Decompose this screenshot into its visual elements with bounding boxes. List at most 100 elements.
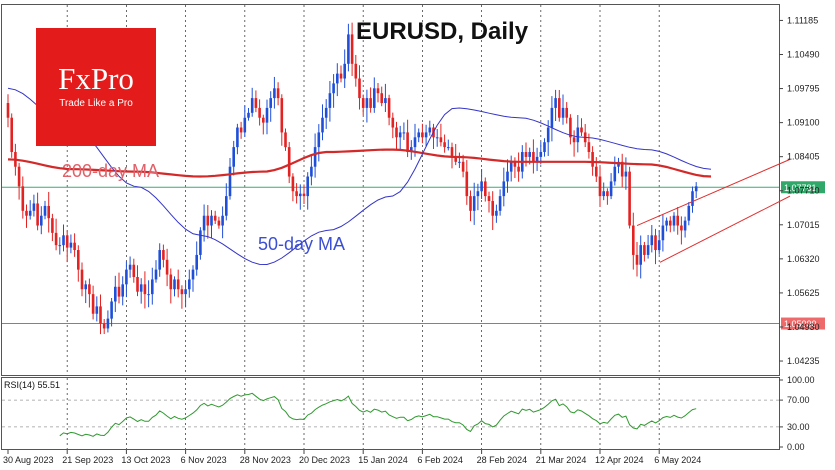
candle-body — [461, 161, 465, 172]
candle-body — [550, 107, 554, 128]
candle-body — [106, 318, 110, 329]
candle-body — [25, 210, 28, 216]
candle-body — [332, 83, 335, 94]
candle-body — [213, 215, 217, 221]
candle-body — [184, 289, 187, 295]
candle-body — [635, 254, 639, 265]
candle-body — [450, 147, 454, 157]
candle-body — [169, 274, 173, 290]
y-tick-label: 1.08405 — [787, 152, 820, 162]
current-price-tag — [781, 181, 825, 194]
candle-body — [54, 232, 58, 246]
candle-body — [406, 132, 409, 153]
candle-body — [228, 166, 232, 197]
candle-body — [491, 201, 494, 216]
candle-body — [576, 127, 580, 143]
x-tick-label: 15 Jan 2024 — [358, 455, 408, 465]
y-tick-label: 1.05625 — [787, 288, 820, 298]
candle-body — [565, 107, 568, 118]
candle-body — [672, 215, 676, 226]
fxpro-logo: FxPro Trade Like a Pro — [36, 28, 156, 146]
moving-averages — [7, 87, 712, 266]
candle-body — [99, 306, 102, 324]
candle-body — [472, 196, 476, 211]
candle-body — [121, 284, 124, 297]
candle-body — [73, 242, 76, 251]
x-tick-label: 21 Mar 2024 — [536, 455, 587, 465]
candle-body — [546, 127, 550, 143]
candle-body — [225, 196, 228, 216]
candle-body — [646, 245, 650, 255]
candle-body — [624, 171, 628, 177]
rsi-indicator: 100.00 70.00 30.00 0.00 — [2, 375, 815, 452]
candle-body — [136, 276, 139, 292]
candle-body — [676, 215, 679, 226]
candle-body — [176, 279, 180, 290]
channel-line-2 — [659, 195, 791, 263]
candle-body — [347, 34, 350, 64]
candle-body — [665, 220, 668, 226]
candle-body — [569, 117, 572, 138]
candle-body — [32, 203, 36, 211]
candle-body — [254, 98, 258, 108]
candle-body — [162, 250, 165, 260]
candle-body — [206, 215, 210, 226]
rsi-line — [59, 392, 697, 437]
candle-body — [62, 235, 65, 246]
candle-body — [51, 218, 54, 233]
candle-body — [595, 166, 598, 177]
horizontal-lines: 1.07781 1.05000 — [2, 181, 825, 330]
candle-body — [387, 98, 391, 118]
candle-body — [354, 63, 358, 79]
candle-body — [498, 196, 502, 211]
rsi-tick-label: 0.00 — [787, 442, 805, 452]
candle-body — [236, 127, 239, 148]
candle-body — [435, 137, 439, 139]
candle-body — [6, 103, 10, 118]
candle-body — [84, 284, 87, 290]
candle-body — [40, 215, 43, 226]
y-tick-label: 1.09795 — [787, 84, 820, 94]
candle-body — [88, 284, 91, 295]
candle-body — [69, 242, 73, 248]
candle-body — [191, 269, 195, 280]
candle-body — [128, 264, 132, 270]
candle-body — [10, 117, 13, 153]
candle-body — [643, 245, 646, 255]
candle-body — [480, 181, 483, 192]
candle-body — [132, 264, 136, 277]
candle-body — [154, 269, 158, 280]
candle-body — [313, 147, 317, 167]
price-axis: 1.11185 1.10490 1.09795 1.09100 1.08405 1.077… — [779, 15, 820, 366]
candle-body — [439, 137, 443, 143]
candle-body — [543, 142, 546, 153]
candle-body — [402, 132, 406, 134]
candle-body — [602, 191, 605, 197]
candle-body — [395, 127, 398, 138]
current-price-tag-label: 1.07781 — [784, 183, 817, 193]
candle-body — [554, 98, 557, 108]
candle-body — [336, 73, 339, 84]
time-axis: 30 Aug 2023 21 Sep 2023 13 Oct 2023 6 Nov 2… — [3, 450, 701, 465]
candle-body — [276, 88, 280, 99]
candle-body — [114, 286, 117, 302]
y-tick-label: 1.10490 — [787, 49, 820, 59]
logo-tagline: Trade Like a Pro — [59, 98, 133, 109]
y-tick-label: 1.04235 — [787, 356, 820, 366]
candle-body — [380, 93, 383, 104]
y-tick-label: 1.11185 — [787, 15, 818, 25]
candle-body — [324, 107, 328, 118]
candle-body — [691, 191, 694, 206]
candle-body — [391, 117, 395, 128]
candle-body — [232, 147, 235, 167]
candle-body — [47, 205, 50, 219]
rsi-panel-frame — [1, 377, 780, 450]
candle-body — [365, 98, 369, 108]
candle-body — [524, 152, 528, 157]
candle-body — [306, 176, 309, 197]
y-tick-label: 1.07015 — [787, 220, 820, 230]
candle-body — [210, 215, 213, 226]
candle-body — [358, 78, 361, 99]
candle-body — [243, 117, 247, 133]
logo-brand: FxPro — [58, 61, 134, 96]
